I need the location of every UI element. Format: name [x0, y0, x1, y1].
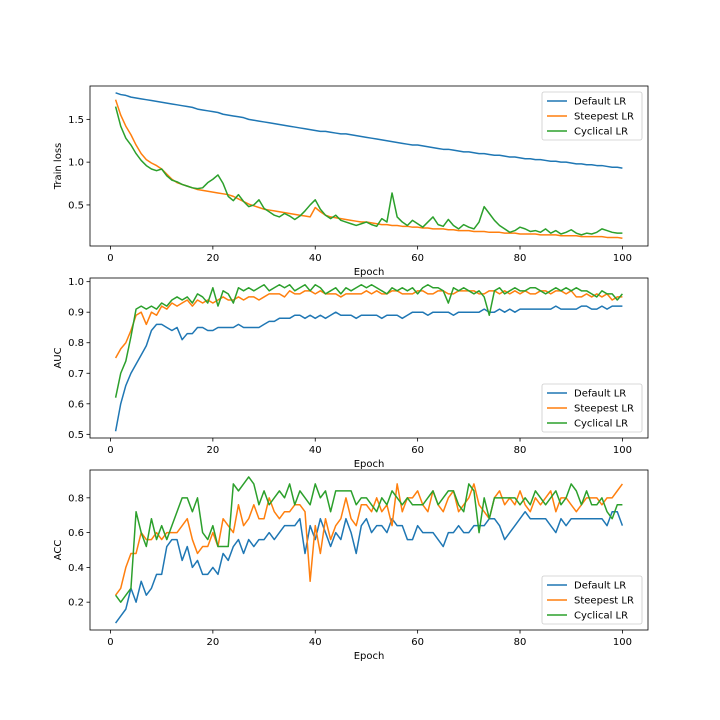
auc-axes-frame [89, 277, 649, 439]
acc-legend: Default LR Steepest LR Cyclical LR [541, 575, 643, 625]
auc-y-tick-label: 0.8 [68, 338, 84, 349]
auc-legend: Default LR Steepest LR Cyclical LR [541, 383, 643, 433]
auc-legend-box [541, 383, 643, 433]
auc-x-axis-label: Epoch [354, 459, 385, 470]
auc-legend-label: Steepest LR [574, 404, 634, 415]
acc-x-tick-label: 40 [309, 637, 322, 648]
acc-legend-label: Cyclical LR [574, 611, 628, 622]
auc-series-cyclical-lr [114, 283, 623, 398]
acc-legend-box [541, 575, 643, 625]
auc-y-tick-label: 0.9 [68, 308, 84, 319]
acc-panel: 0 20 40 60 80 100 0.2 0.4 0.6 0.8 Epoch ACC Default … [53, 469, 649, 662]
auc-y-tick-label: 0.5 [68, 430, 84, 441]
auc-y-tick-label: 1.0 [68, 277, 84, 288]
train-loss-series-steepest-lr [114, 99, 623, 240]
auc-legend-label: Default LR [574, 389, 626, 400]
train-loss-axes-frame [89, 85, 649, 247]
acc-y-tick-label: 0.2 [68, 598, 84, 609]
train-loss-x-tick-label: 0 [107, 253, 113, 264]
train-loss-legend-label: Steepest LR [574, 112, 634, 123]
acc-y-tick-label: 0.6 [68, 528, 84, 539]
train-loss-x-tick-label: 40 [309, 253, 322, 264]
auc-x-tick-label: 0 [107, 445, 113, 456]
auc-panel: 0 20 40 60 80 100 0.5 0.6 0.7 0.8 0.9 1.0 Epoch AUC De… [53, 277, 649, 470]
acc-y-tick-label: 0.4 [68, 563, 84, 574]
train-loss-series-default-lr [115, 92, 623, 169]
acc-x-tick-label: 100 [613, 637, 632, 648]
acc-series-steepest-lr [114, 483, 624, 596]
auc-legend-label: Cyclical LR [574, 419, 628, 430]
train-loss-y-axis-label: Train loss [53, 143, 64, 191]
auc-x-tick-label: 40 [309, 445, 322, 456]
train-loss-x-axis-label: Epoch [354, 267, 385, 278]
train-loss-x-tick-label: 100 [613, 253, 632, 264]
train-loss-legend-box [541, 91, 643, 141]
train-loss-panel: 0 20 40 60 80 100 0.5 1.0 1.5 Epoch Train loss Defa… [53, 85, 649, 278]
auc-y-axis-label: AUC [53, 347, 64, 368]
acc-series-default-lr [114, 510, 624, 624]
auc-x-tick-label: 80 [514, 445, 527, 456]
auc-series-steepest-lr [114, 290, 623, 359]
acc-x-tick-label: 60 [411, 637, 424, 648]
acc-series-cyclical-lr [114, 476, 623, 603]
train-loss-legend-label: Default LR [574, 97, 626, 108]
auc-y-tick-label: 0.7 [68, 369, 84, 380]
acc-x-tick-label: 80 [514, 637, 527, 648]
train-loss-y-tick-label: 1.5 [68, 115, 84, 126]
acc-y-axis-label: ACC [53, 540, 64, 561]
acc-legend-label: Steepest LR [574, 596, 634, 607]
auc-x-tick-label: 60 [411, 445, 424, 456]
train-loss-legend: Default LR Steepest LR Cyclical LR [541, 91, 643, 141]
acc-y-tick-label: 0.8 [68, 493, 84, 504]
train-loss-x-tick-label: 60 [411, 253, 424, 264]
train-loss-x-tick-label: 80 [514, 253, 527, 264]
acc-x-axis-label: Epoch [354, 651, 385, 662]
train-loss-legend-label: Cyclical LR [574, 127, 628, 138]
acc-x-tick-label: 20 [206, 637, 219, 648]
acc-axes-frame [89, 469, 649, 631]
acc-x-tick-label: 0 [107, 637, 113, 648]
train-loss-y-tick-label: 0.5 [68, 200, 84, 211]
train-loss-y-tick-label: 1.0 [68, 158, 84, 169]
train-loss-x-tick-label: 20 [206, 253, 219, 264]
train-loss-series-cyclical-lr [114, 106, 623, 236]
auc-x-tick-label: 100 [613, 445, 632, 456]
auc-y-tick-label: 0.6 [68, 399, 84, 410]
acc-legend-label: Default LR [574, 581, 626, 592]
auc-series-default-lr [114, 305, 623, 432]
auc-x-tick-label: 20 [206, 445, 219, 456]
